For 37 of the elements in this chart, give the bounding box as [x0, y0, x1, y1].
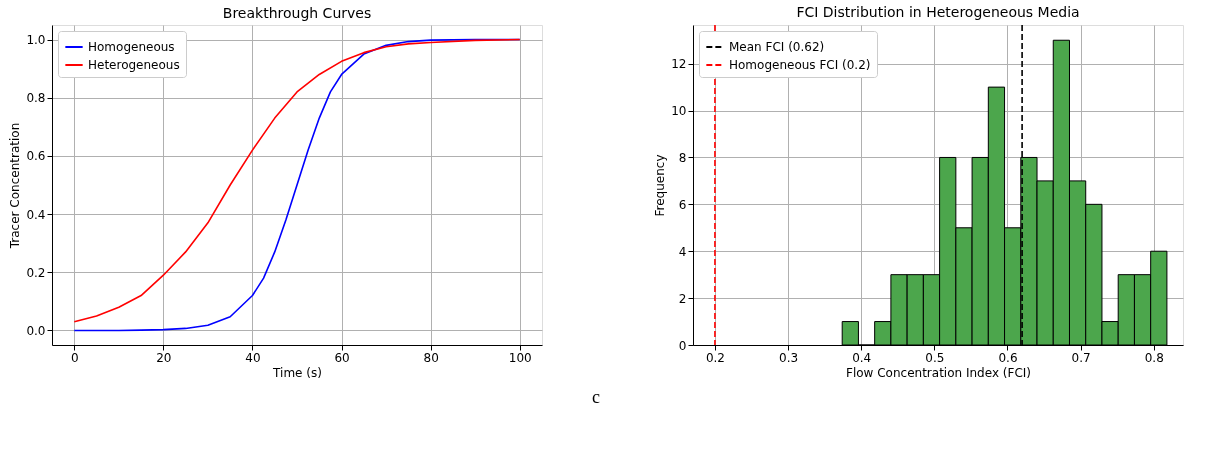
x-tick-label: 0.6 — [998, 350, 1018, 365]
y-tick-label: 2 — [678, 291, 687, 306]
x-tick-label: 0.8 — [1144, 350, 1164, 365]
ref-line-label: Homogeneous FCI (0.2) — [729, 58, 871, 72]
x-tick-label: 0.4 — [852, 350, 872, 365]
x-tick-label: 20 — [156, 350, 172, 365]
text: c — [591, 386, 600, 407]
x-tick-label: 100 — [508, 350, 532, 365]
x-axis-title: Time (s) — [272, 365, 322, 380]
legend-label: Homogeneous — [88, 40, 175, 54]
y-tick-label: 8 — [678, 150, 687, 165]
x-tick-label: 0.5 — [925, 350, 945, 365]
y-tick-label: 4 — [678, 244, 687, 259]
x-tick-label: 0 — [70, 350, 79, 365]
y-tick-label: 0 — [678, 338, 687, 353]
y-tick-label: 1.0 — [26, 33, 46, 48]
y-tick-label: 0.2 — [26, 265, 46, 280]
y-tick-label: 0.6 — [26, 149, 46, 164]
y-tick-label: 0.0 — [26, 323, 46, 338]
x-axis-title: Flow Concentration Index (FCI) — [846, 365, 1031, 380]
y-tick-label: 10 — [671, 104, 687, 119]
legend-label: Heterogeneous — [88, 58, 180, 72]
y-tick-label: 12 — [671, 57, 687, 72]
x-tick-label: 80 — [423, 350, 439, 365]
ref-line-label: Mean FCI (0.62) — [729, 40, 825, 54]
y-tick-label: 0.4 — [26, 207, 46, 222]
x-tick-label: 60 — [334, 350, 350, 365]
y-tick-label: 6 — [678, 197, 687, 212]
chart-title: Breakthrough Curves — [222, 5, 372, 21]
chart-title: FCI Distribution in Heterogeneous Media — [796, 4, 1080, 21]
y-axis-title: Tracer Concentration — [8, 122, 23, 250]
x-tick-label: 40 — [245, 350, 261, 365]
x-tick-label: 0.7 — [1071, 350, 1091, 365]
x-tick-label: 0.2 — [705, 350, 725, 365]
y-tick-label: 0.8 — [26, 91, 46, 106]
x-tick-label: 0.3 — [779, 350, 799, 365]
y-axis-title: Frequency — [653, 154, 668, 217]
